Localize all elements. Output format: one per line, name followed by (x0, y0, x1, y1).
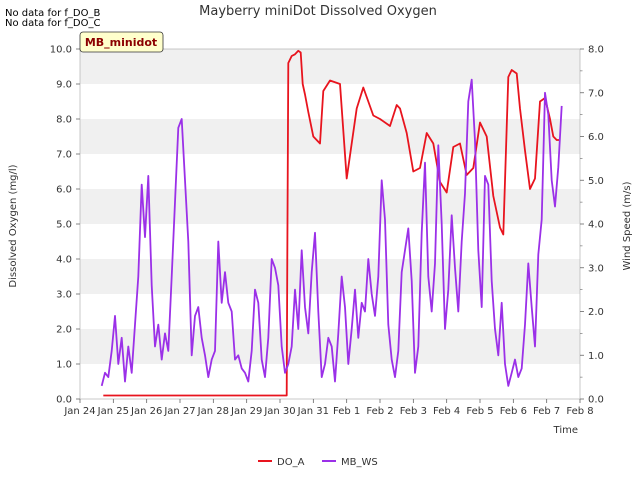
grid-band (80, 364, 580, 399)
grid-band (80, 119, 580, 154)
y-tick-label: 0.0 (56, 395, 72, 406)
grid-band (80, 49, 580, 84)
no-data-note-c: No data for f_DO_C (5, 18, 101, 29)
y2-axis-ticks: 0.0 1.0 2.0 3.0 4.0 5.0 6.0 7.0 8.0 (580, 45, 604, 406)
y-tick-label: 5.0 (56, 220, 72, 231)
x-tick-label: Feb 7 (533, 406, 560, 417)
legend-label-mb-ws: MB_WS (341, 457, 378, 468)
x-tick-label: Feb 3 (400, 406, 427, 417)
y-tick-label: 6.0 (56, 185, 72, 196)
y2-tick-label: 2.0 (588, 307, 604, 318)
grid-band (80, 84, 580, 119)
x-tick-label: Feb 2 (366, 406, 393, 417)
grid-band (80, 224, 580, 259)
y2-tick-label: 3.0 (588, 263, 604, 274)
y2-tick-label: 7.0 (588, 88, 604, 99)
x-tick-label: Jan 31 (297, 406, 329, 417)
y2-tick-label: 6.0 (588, 132, 604, 143)
series-line-mb-ws (100, 78, 563, 387)
x-tick-label: Feb 8 (566, 406, 593, 417)
y-axis-label: Dissolved Oxygen (mg/l) (8, 164, 19, 287)
grid-bands (80, 49, 580, 399)
x-tick-label: Feb 5 (466, 406, 493, 417)
y2-tick-label: 1.0 (588, 351, 604, 362)
site-badge-label: MB_minidot (85, 36, 157, 49)
legend-label-do-a: DO_A (277, 457, 305, 468)
x-tick-label: Feb 4 (433, 406, 460, 417)
y2-tick-label: 5.0 (588, 176, 604, 187)
x-tick-label: Jan 26 (130, 406, 162, 417)
no-data-note-b: No data for f_DO_B (5, 8, 101, 19)
x-tick-label: Jan 29 (230, 406, 262, 417)
x-tick-label: Jan 27 (163, 406, 195, 417)
y-tick-label: 4.0 (56, 255, 72, 266)
chart-title: Mayberry miniDot Dissolved Oxygen (199, 4, 437, 19)
grid-band (80, 189, 580, 224)
x-tick-label: Jan 28 (197, 406, 229, 417)
legend: DO_A MB_WS (258, 457, 378, 468)
y-tick-label: 2.0 (56, 325, 72, 336)
x-axis-label: Time (553, 425, 578, 436)
x-tick-label: Feb 1 (333, 406, 360, 417)
y-tick-label: 7.0 (56, 150, 72, 161)
y-tick-label: 3.0 (56, 290, 72, 301)
y2-axis-label: Wind Speed (m/s) (622, 181, 633, 270)
y-tick-label: 10.0 (50, 45, 72, 56)
x-axis-ticks: Jan 24 Jan 25 Jan 26 Jan 27 Jan 28 Jan 29 Jan … (63, 399, 594, 417)
y-tick-label: 1.0 (56, 360, 72, 371)
x-tick-label: Jan 30 (263, 406, 295, 417)
series-layer (100, 49, 563, 397)
grid-band (80, 154, 580, 189)
y2-tick-label: 0.0 (588, 395, 604, 406)
grid-band (80, 294, 580, 329)
site-badge: MB_minidot (79, 31, 164, 53)
series-line-do-a (103, 49, 560, 397)
grid-band (80, 259, 580, 294)
site-badge-box (79, 31, 164, 53)
x-tick-label: Jan 24 (63, 406, 95, 417)
y2-tick-label: 8.0 (588, 45, 604, 56)
y-tick-label: 9.0 (56, 80, 72, 91)
x-tick-label: Feb 6 (500, 406, 527, 417)
y-axis-ticks: 0.0 1.0 2.0 3.0 4.0 5.0 6.0 7.0 8.0 9.0 10.0 (50, 45, 80, 406)
x-tick-label: Jan 25 (97, 406, 129, 417)
y2-tick-label: 4.0 (588, 220, 604, 231)
y-tick-label: 8.0 (56, 115, 72, 126)
